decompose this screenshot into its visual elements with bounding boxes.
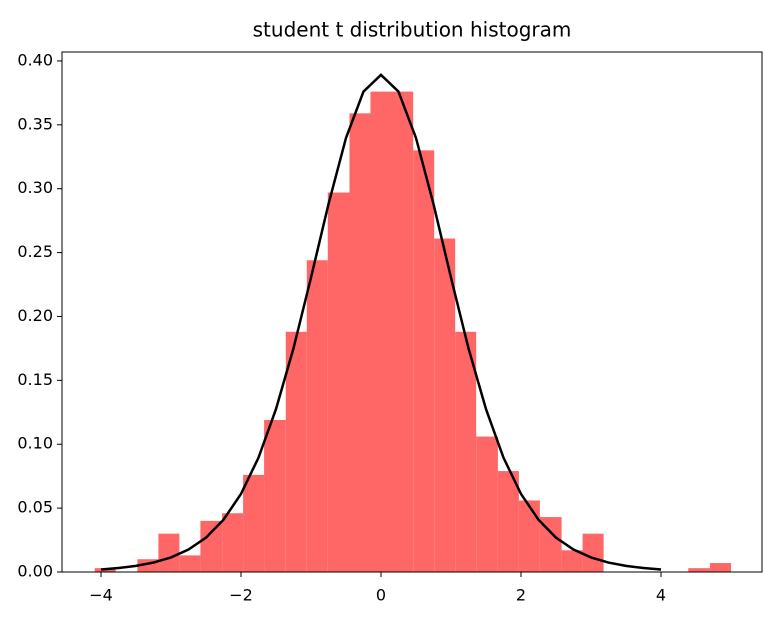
chart-title: student t distribution histogram bbox=[253, 18, 572, 42]
x-tick-label: −4 bbox=[89, 586, 113, 605]
x-tick-label: 0 bbox=[376, 586, 386, 605]
y-tick-label: 0.20 bbox=[17, 306, 53, 325]
histogram-bar bbox=[476, 436, 498, 572]
histogram-bar bbox=[518, 500, 540, 572]
histogram-bar bbox=[413, 150, 435, 573]
x-tick-label: −2 bbox=[229, 586, 253, 605]
histogram-bar bbox=[391, 91, 414, 573]
histogram-bar bbox=[243, 474, 265, 572]
histogram-bar bbox=[349, 113, 371, 572]
histogram-bar bbox=[306, 260, 328, 572]
x-tick-label: 2 bbox=[516, 586, 526, 605]
plot-frame bbox=[61, 51, 763, 573]
y-tick-label: 0.05 bbox=[17, 498, 53, 517]
histogram-bar bbox=[539, 517, 562, 572]
histogram-bar bbox=[709, 563, 731, 572]
histogram-bar bbox=[158, 533, 180, 572]
histogram-bar bbox=[327, 192, 350, 573]
histogram-bar bbox=[370, 91, 392, 573]
y-tick-label: 0.25 bbox=[17, 242, 53, 261]
histogram-bar bbox=[455, 331, 477, 572]
histogram-bar bbox=[434, 238, 456, 572]
histogram-bar bbox=[688, 568, 710, 572]
y-tick-label: 0.35 bbox=[17, 114, 53, 133]
y-tick-label: 0.30 bbox=[17, 178, 53, 197]
y-tick-label: 0.15 bbox=[17, 370, 53, 389]
histogram-bar bbox=[222, 513, 244, 572]
histogram-bar bbox=[582, 533, 604, 572]
y-tick-label: 0.10 bbox=[17, 434, 53, 453]
histogram-bar bbox=[200, 520, 223, 572]
histogram-bar bbox=[179, 555, 201, 572]
x-tick-label: 4 bbox=[656, 586, 666, 605]
y-tick-label: 0.40 bbox=[17, 50, 53, 69]
histogram-bar bbox=[285, 331, 307, 572]
histogram-bar bbox=[497, 471, 519, 572]
histogram-bar bbox=[561, 550, 583, 572]
y-tick-label: 0.00 bbox=[17, 562, 53, 581]
histogram-bar bbox=[264, 419, 286, 572]
density-line bbox=[100, 73, 662, 571]
